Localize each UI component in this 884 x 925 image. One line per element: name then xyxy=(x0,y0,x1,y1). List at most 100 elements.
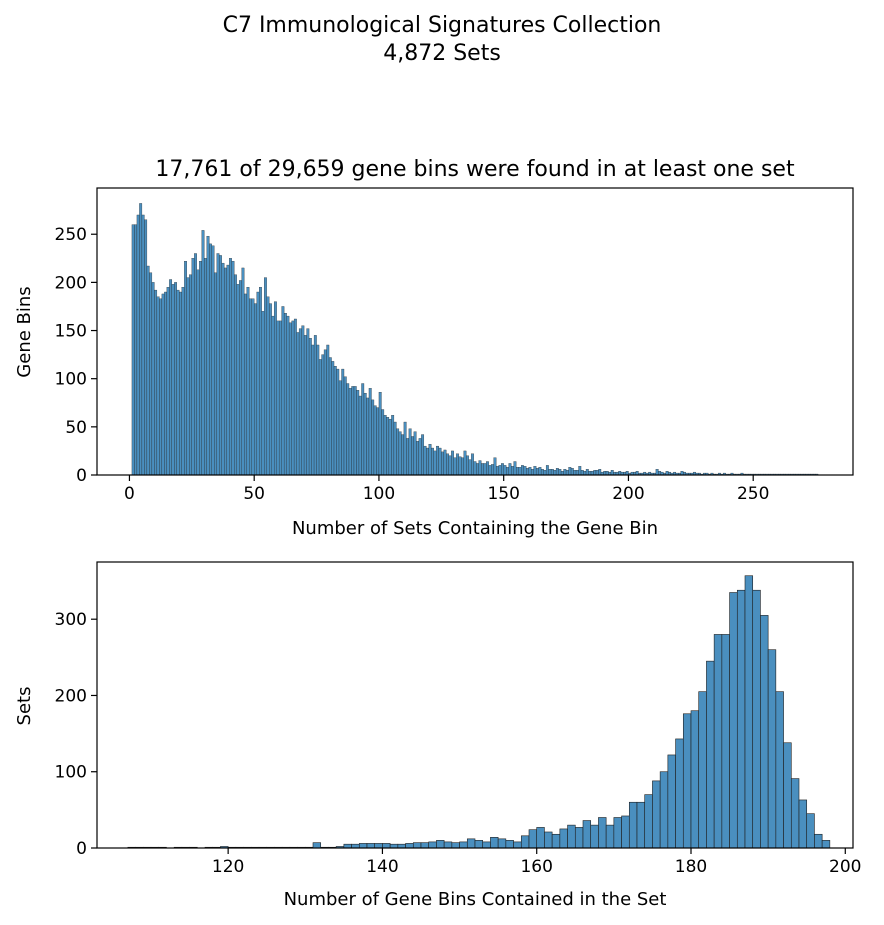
histogram-bar xyxy=(783,742,792,849)
histogram-bar xyxy=(536,827,545,849)
histogram-bar xyxy=(667,754,676,849)
histogram-bar xyxy=(346,383,350,476)
histogram-bar xyxy=(790,778,800,849)
histogram-bar xyxy=(729,592,738,849)
histogram-bar xyxy=(478,460,482,476)
histogram-bar xyxy=(214,272,217,476)
histogram-bar xyxy=(441,451,444,476)
histogram-bar xyxy=(501,463,504,476)
histogram-bar xyxy=(363,392,367,476)
histogram-bar xyxy=(496,466,499,476)
histogram-bar xyxy=(821,840,831,849)
histogram-bar xyxy=(621,815,630,849)
histogram-bar xyxy=(221,262,225,476)
x-tick-label: 140 xyxy=(366,857,398,877)
histogram-bar xyxy=(139,203,143,476)
chart0-title: 17,761 of 29,659 gene bins were found in… xyxy=(155,157,795,182)
histogram-bar xyxy=(341,368,345,476)
histogram-bar xyxy=(266,296,270,476)
histogram-bar xyxy=(283,313,287,476)
histogram-bar xyxy=(416,441,420,476)
histogram-bar xyxy=(264,277,267,476)
histogram-bar xyxy=(563,469,567,476)
histogram-bar xyxy=(411,436,415,476)
histogram-bar xyxy=(535,468,539,476)
y-tick-label: 300 xyxy=(55,610,87,630)
histogram-bar xyxy=(503,465,507,476)
histogram-bar xyxy=(206,235,210,476)
histogram-bar xyxy=(582,820,592,849)
histogram-bar xyxy=(466,838,476,849)
histogram-bar xyxy=(458,456,462,476)
histogram-bar xyxy=(358,395,362,476)
histogram-bar xyxy=(144,219,148,476)
histogram-bar xyxy=(528,829,538,849)
histogram-bar xyxy=(530,469,534,476)
histogram-bar xyxy=(191,258,195,476)
histogram-bar xyxy=(204,258,207,476)
histogram-bar xyxy=(391,415,395,476)
histogram-bar xyxy=(466,455,469,476)
histogram-bar xyxy=(453,457,457,476)
histogram-bar xyxy=(471,453,474,476)
histogram-bar xyxy=(331,361,335,476)
histogram-bar xyxy=(446,453,449,476)
histogram-bar xyxy=(721,634,730,849)
histogram-bar xyxy=(229,258,232,476)
histogram-bar xyxy=(806,813,815,849)
histogram-bar xyxy=(575,470,579,476)
histogram-bar xyxy=(136,214,140,476)
histogram-bar xyxy=(636,801,646,849)
chart1-bars xyxy=(127,575,831,849)
histogram-bar xyxy=(333,366,337,476)
histogram-bar xyxy=(246,287,250,476)
histogram-bar xyxy=(506,467,509,476)
histogram-bar xyxy=(448,455,452,476)
histogram-bar xyxy=(366,843,376,849)
chart1-ticks: 120 140 160 180 200 0 100 200 300 xyxy=(55,610,862,877)
histogram-bar xyxy=(211,245,215,476)
chart-gene-bins-histogram: 17,761 of 29,659 gene bins were found in… xyxy=(14,157,854,539)
histogram-bar xyxy=(353,386,357,476)
histogram-bar xyxy=(388,418,392,476)
histogram-bar xyxy=(558,469,562,476)
suptitle-line2: 4,872 Sets xyxy=(383,41,501,66)
histogram-bar xyxy=(585,469,589,476)
histogram-bar xyxy=(423,445,427,476)
histogram-bar xyxy=(698,691,707,849)
histogram-bar xyxy=(543,470,547,476)
histogram-bar xyxy=(481,463,484,476)
histogram-bar xyxy=(296,332,300,476)
histogram-bar xyxy=(186,277,190,476)
histogram-bar xyxy=(451,450,454,476)
histogram-bar xyxy=(443,841,453,849)
histogram-bar xyxy=(368,388,372,476)
chart0-ticks: 0 50 100 150 200 250 0 50 100 150 200 250 xyxy=(55,225,770,504)
y-tick-label: 50 xyxy=(65,418,87,438)
histogram-bar xyxy=(798,799,808,849)
histogram-bar xyxy=(386,417,390,476)
histogram-bar xyxy=(403,421,407,476)
histogram-bar xyxy=(513,841,522,849)
histogram-bar xyxy=(149,272,153,476)
y-tick-label: 150 xyxy=(55,322,87,342)
histogram-bar xyxy=(336,368,340,476)
histogram-bar xyxy=(659,771,669,849)
histogram-bar xyxy=(356,390,360,476)
histogram-bar xyxy=(151,282,155,476)
histogram-bar xyxy=(358,843,368,849)
histogram-bar xyxy=(767,649,777,849)
histogram-bar xyxy=(490,837,499,849)
histogram-bar xyxy=(328,357,332,476)
histogram-bar xyxy=(343,376,347,476)
histogram-bar xyxy=(538,467,542,476)
y-tick-label: 0 xyxy=(76,839,87,859)
histogram-bar xyxy=(278,320,282,476)
histogram-bar xyxy=(179,291,182,476)
chart0-ylabel: Gene Bins xyxy=(14,286,35,377)
histogram-bar xyxy=(652,780,661,849)
histogram-bar xyxy=(605,824,615,849)
histogram-bar xyxy=(351,386,355,476)
histogram-bar xyxy=(760,615,769,849)
histogram-bar xyxy=(256,291,260,476)
